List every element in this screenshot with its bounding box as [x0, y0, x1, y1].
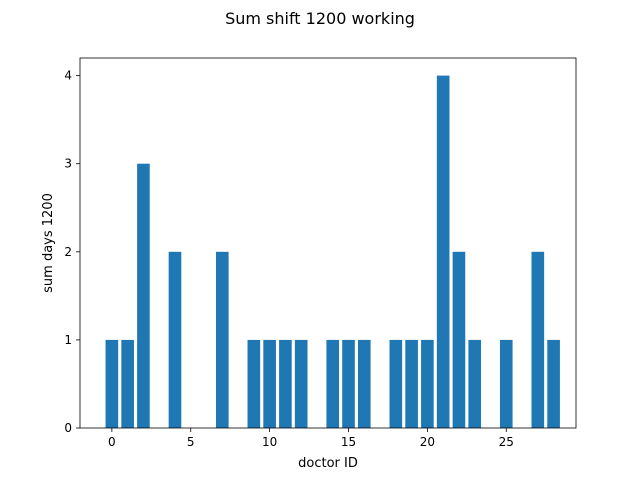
bar-doctor-7 — [215, 251, 229, 428]
bar-doctor-0 — [105, 339, 119, 428]
bars-group — [105, 75, 560, 428]
bar-doctor-16 — [357, 339, 371, 428]
bar-doctor-25 — [499, 339, 513, 428]
y-tick-label: 0 — [64, 421, 72, 435]
x-tick-label: 10 — [262, 435, 277, 449]
x-axis: 0 5 10 15 20 25 — [108, 428, 514, 449]
bar-doctor-22 — [452, 251, 466, 428]
bar-doctor-1 — [121, 339, 134, 428]
bar-doctor-12 — [294, 339, 308, 428]
bar-doctor-2 — [137, 163, 150, 428]
bar-doctor-9 — [247, 339, 261, 428]
bar-doctor-11 — [279, 339, 292, 428]
x-tick-label: 5 — [187, 435, 195, 449]
x-axis-title: doctor ID — [298, 456, 358, 471]
bar-doctor-27 — [531, 251, 545, 428]
bar-doctor-4 — [168, 251, 182, 428]
bar-doctor-10 — [263, 339, 276, 428]
x-tick-label: 15 — [341, 435, 356, 449]
y-tick-label: 4 — [64, 69, 72, 83]
y-tick-label: 2 — [64, 245, 72, 259]
bar-doctor-21 — [436, 75, 450, 428]
x-tick-label: 20 — [420, 435, 435, 449]
x-tick-label: 0 — [108, 435, 116, 449]
x-tick-label: 25 — [499, 435, 514, 449]
y-axis-title: sum days 1200 — [41, 193, 56, 293]
bar-doctor-15 — [342, 339, 355, 428]
bar-doctor-19 — [405, 339, 418, 428]
bar-doctor-23 — [468, 339, 482, 428]
bar-doctor-20 — [421, 339, 434, 428]
y-tick-label: 1 — [64, 333, 72, 347]
bar-doctor-14 — [326, 339, 340, 428]
bar-doctor-28 — [547, 339, 560, 428]
y-axis: 0 1 2 3 4 — [64, 69, 80, 435]
y-tick-label: 3 — [64, 157, 72, 171]
bar-doctor-18 — [389, 339, 403, 428]
plot-frame — [79, 57, 577, 429]
chart-title: Sum shift 1200 working — [225, 9, 415, 28]
